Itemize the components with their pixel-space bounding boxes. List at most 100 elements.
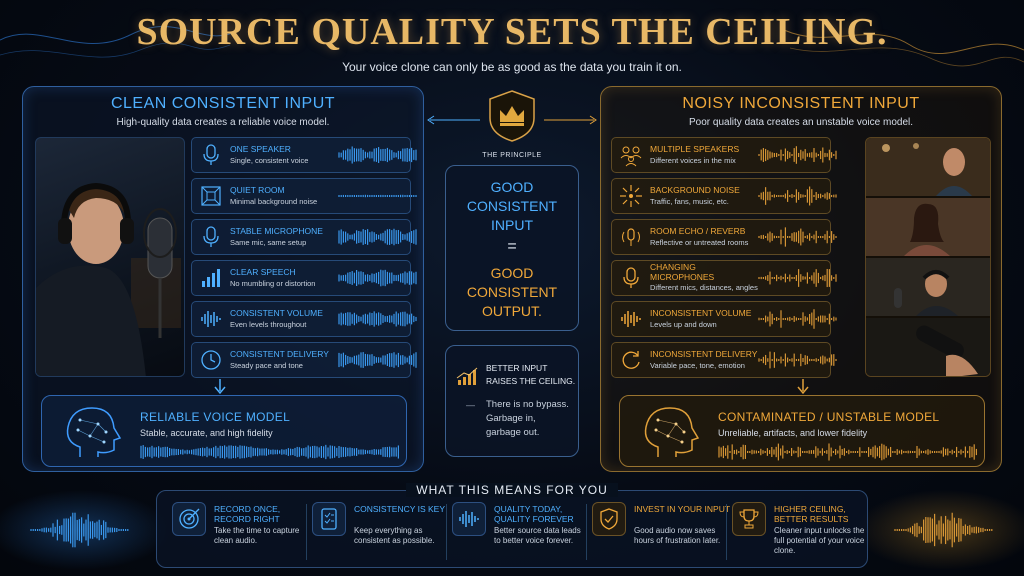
- shield-check-icon: [592, 502, 626, 536]
- factor-waveform: [338, 311, 417, 327]
- clean-factor-row: STABLE MICROPHONE Same mic, same setup: [191, 219, 417, 255]
- waveform-icon: [452, 502, 486, 536]
- principle-line-4: GOOD: [490, 265, 534, 281]
- studio-photo: [35, 137, 185, 377]
- checklist-icon: [312, 502, 346, 536]
- unstable-model-card: CONTAMINATED / UNSTABLE MODEL Unreliable…: [619, 395, 985, 467]
- takeaway-heading: CONSISTENCY IS KEY: [354, 504, 446, 514]
- factor-waveform: [338, 228, 417, 246]
- factor-waveform: [758, 146, 837, 164]
- factor-desc: No mumbling or distortion: [230, 278, 316, 288]
- note-heading-1: BETTER INPUT: [486, 363, 548, 373]
- takeaway-heading: QUALITY TODAY, QUALITY FOREVER: [494, 504, 574, 525]
- takeaway-desc: Keep everything as consistent as possibl…: [354, 526, 435, 545]
- factor-text: CLEAR SPEECH No mumbling or distortion: [230, 266, 338, 288]
- principle-line-1: GOOD: [490, 179, 534, 195]
- principle-caption: THE PRINCIPLE: [482, 152, 542, 159]
- factor-text: QUIET ROOM Minimal background noise: [230, 185, 338, 206]
- down-arrow-icon: [214, 379, 226, 395]
- factor-waveform: [758, 309, 837, 329]
- factor-text: INCONSISTENT VOLUME Levels up and down: [650, 308, 758, 329]
- page-title: SOURCE QUALITY SETS THE CEILING.: [136, 11, 888, 53]
- factor-label: CONSISTENT DELIVERY: [230, 348, 329, 359]
- takeaway-desc: Take the time to capture clean audio.: [214, 526, 300, 545]
- noisy-input-panel: NOISY INCONSISTENT INPUT Poor quality da…: [600, 86, 1002, 472]
- note-body-3: garbage out.: [486, 427, 540, 438]
- noisy-panel-heading: NOISY INCONSISTENT INPUT: [682, 95, 920, 112]
- factor-waveform: [338, 146, 417, 164]
- takeaway-desc: Good audio now saves hours of frustratio…: [634, 526, 721, 545]
- waveform-icon: [198, 306, 224, 332]
- factor-waveform: [338, 352, 417, 368]
- reliable-model-desc: Stable, accurate, and high fidelity: [140, 428, 273, 438]
- takeaways-title: WHAT THIS MEANS FOR YOU: [406, 483, 618, 497]
- factor-waveform: [758, 268, 837, 288]
- factor-label: CLEAR SPEECH: [230, 266, 296, 277]
- factor-desc: Same mic, same setup: [230, 237, 307, 247]
- microphone-icon: [618, 265, 644, 291]
- echo-mic-icon: [618, 224, 644, 250]
- clean-factor-row: QUIET ROOM Minimal background noise: [191, 178, 417, 214]
- clean-output-waveform: [140, 444, 399, 460]
- note-heading-2: RAISES THE CEILING.: [486, 376, 576, 386]
- reliable-model-label: RELIABLE VOICE MODEL: [140, 410, 291, 424]
- takeaway-desc: Better source data leads to better voice…: [494, 526, 581, 545]
- noisy-factor-row: CHANGING MICROPHONES Different mics, dist…: [611, 260, 837, 296]
- down-arrow-icon: [797, 379, 809, 395]
- principle-line-5: CONSISTENT: [466, 284, 558, 300]
- target-icon: [172, 502, 206, 536]
- factor-label: ROOM ECHO / REVERB: [650, 225, 746, 236]
- clean-panel-heading: CLEAN CONSISTENT INPUT: [110, 95, 336, 112]
- factor-text: ROOM ECHO / REVERB Reflective or untreate…: [650, 225, 758, 247]
- factor-label: STABLE MICROPHONE: [230, 225, 323, 236]
- noisy-factor-row: BACKGROUND NOISE Traffic, fans, music, et…: [611, 178, 837, 214]
- takeaway-item: CONSISTENCY IS KEY Keep everything as con…: [312, 500, 448, 564]
- takeaway-divider: [446, 504, 447, 560]
- factor-label: MULTIPLE SPEAKERS: [650, 143, 740, 154]
- principle-line-2: CONSISTENT: [466, 198, 558, 214]
- factor-waveform: [338, 194, 417, 198]
- factor-waveform: [338, 269, 417, 287]
- factor-desc: Single, consistent voice: [230, 155, 309, 165]
- page-subtitle: Your voice clone can only be as good as …: [342, 60, 682, 74]
- takeaway-desc: Cleaner input unlocks the full potential…: [774, 526, 865, 555]
- factor-text: MULTIPLE SPEAKERS Different voices in the…: [650, 143, 758, 165]
- factor-desc: Levels up and down: [650, 319, 717, 329]
- factor-text: CONSISTENT VOLUME Even levels throughout: [230, 308, 338, 329]
- studio-singer-illustration: [36, 182, 181, 376]
- clean-factor-row: CONSISTENT DELIVERY Steady pace and tone: [191, 342, 417, 378]
- principle-equals: =: [507, 238, 517, 255]
- factor-desc: Traffic, fans, music, etc.: [650, 196, 729, 206]
- factor-text: STABLE MICROPHONE Same mic, same setup: [230, 225, 338, 247]
- factor-desc: Even levels throughout: [230, 319, 307, 329]
- factor-text: BACKGROUND NOISE Traffic, fans, music, et…: [650, 184, 758, 206]
- takeaways-title-wrap: WHAT THIS MEANS FOR YOU: [0, 483, 1024, 497]
- reliable-model-card: RELIABLE VOICE MODEL Stable, accurate, a…: [41, 395, 407, 467]
- factor-label: BACKGROUND NOISE: [650, 184, 740, 195]
- clean-factor-row: ONE SPEAKER Single, consistent voice: [191, 137, 417, 173]
- takeaway-item: INVEST IN YOUR INPUT Good audio now saves…: [592, 500, 730, 564]
- noisy-factor-row: MULTIPLE SPEAKERS Different voices in the…: [611, 137, 837, 173]
- factor-text: ONE SPEAKER Single, consistent voice: [230, 144, 338, 165]
- noisy-factor-row: INCONSISTENT VOLUME Levels up and down: [611, 301, 837, 337]
- noisy-panel-subheading: Poor quality data creates an unstable vo…: [688, 117, 914, 128]
- note-body-2: Garbage in,: [486, 413, 536, 424]
- microphone-icon: [198, 142, 224, 168]
- factor-desc: Steady pace and tone: [230, 360, 303, 370]
- factor-desc: Minimal background noise: [230, 196, 318, 206]
- clean-factor-row: CONSISTENT VOLUME Even levels throughout: [191, 301, 417, 337]
- principle-line-6: OUTPUT.: [482, 303, 542, 319]
- factor-waveform: [758, 186, 837, 206]
- takeaway-divider: [306, 504, 307, 560]
- factor-desc: Different mics, distances, angles: [650, 283, 758, 293]
- noise-burst-icon: [618, 183, 644, 209]
- clock-icon: [198, 347, 224, 373]
- clean-factor-row: CLEAR SPEECH No mumbling or distortion: [191, 260, 417, 296]
- takeaway-divider: [726, 504, 727, 560]
- takeaway-item: HIGHER CEILING, BETTER RESULTS Cleaner in…: [732, 500, 868, 564]
- rising-chart-icon: [456, 367, 478, 385]
- factor-label: CHANGING MICROPHONES: [650, 261, 715, 282]
- note-body-1: There is no bypass.: [486, 399, 569, 410]
- left-decor-waveform: [30, 512, 129, 548]
- brain-head-icon: [628, 402, 708, 462]
